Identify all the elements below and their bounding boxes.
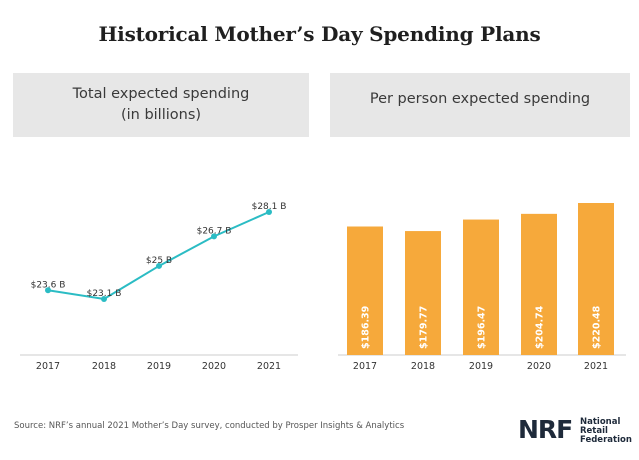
line-x-tick-2017: 2017 xyxy=(36,361,60,372)
source-note: Source: NRF’s annual 2021 Mother’s Day s… xyxy=(14,421,405,431)
bar-x-tick-2020: 2020 xyxy=(527,361,551,372)
bar-2021 xyxy=(578,203,614,355)
line-data-label-2019: $25 B xyxy=(146,256,172,266)
bar-chart-title: Per person expected spending xyxy=(369,91,591,107)
chart-title: Historical Mother’s Day Spending Plans xyxy=(98,22,541,46)
line-chart-title-line1: Total expected spending xyxy=(72,86,250,102)
bar-x-tick-2018: 2018 xyxy=(411,361,435,372)
logo-mark: NRF xyxy=(518,415,573,444)
line-x-tick-2021: 2021 xyxy=(257,361,281,372)
bar-x-tick-2021: 2021 xyxy=(584,361,608,372)
bar-2017 xyxy=(347,226,383,355)
bar-data-label-2017: $186.39 xyxy=(361,306,372,349)
logo-wordmark: National Retail Federation xyxy=(580,418,632,445)
line-data-label-2017: $23.6 B xyxy=(31,280,66,290)
bar-2019 xyxy=(463,219,499,355)
line-point-2019 xyxy=(156,262,162,269)
bar-chart-header: Per person expected spending xyxy=(330,73,630,137)
logo-line2: Retail xyxy=(580,426,608,436)
nrf-logo: NRF National Retail Federation xyxy=(518,414,633,448)
bar-2018 xyxy=(405,231,441,355)
line-chart-title-line2: (in billions) xyxy=(120,107,202,123)
line-data-label-2018: $23.1 B xyxy=(87,289,122,299)
line-chart-header: Total expected spending (in billions) xyxy=(13,73,309,137)
logo-line3: Federation xyxy=(580,435,632,445)
logo-line1: National xyxy=(580,417,621,427)
line-x-tick-2019: 2019 xyxy=(147,361,171,372)
line-point-2018 xyxy=(101,296,107,302)
bar-data-label-2020: $204.74 xyxy=(535,305,546,349)
bar-data-label-2021: $220.48 xyxy=(592,305,603,349)
line-point-2020 xyxy=(211,233,217,240)
line-point-2021 xyxy=(266,209,272,215)
bar-x-tick-2017: 2017 xyxy=(353,361,377,372)
bar-x-tick-2019: 2019 xyxy=(469,361,493,372)
bar-data-label-2019: $196.47 xyxy=(477,306,488,349)
bar-2020 xyxy=(521,213,557,355)
bar-data-label-2018: $179.77 xyxy=(419,306,430,349)
line-x-tick-2020: 2020 xyxy=(202,361,226,372)
line-data-label-2020: $26.7 B xyxy=(197,226,232,236)
line-point-2017 xyxy=(45,287,51,294)
line-x-tick-2018: 2018 xyxy=(92,361,116,372)
line-data-label-2021: $28.1 B xyxy=(252,202,287,212)
